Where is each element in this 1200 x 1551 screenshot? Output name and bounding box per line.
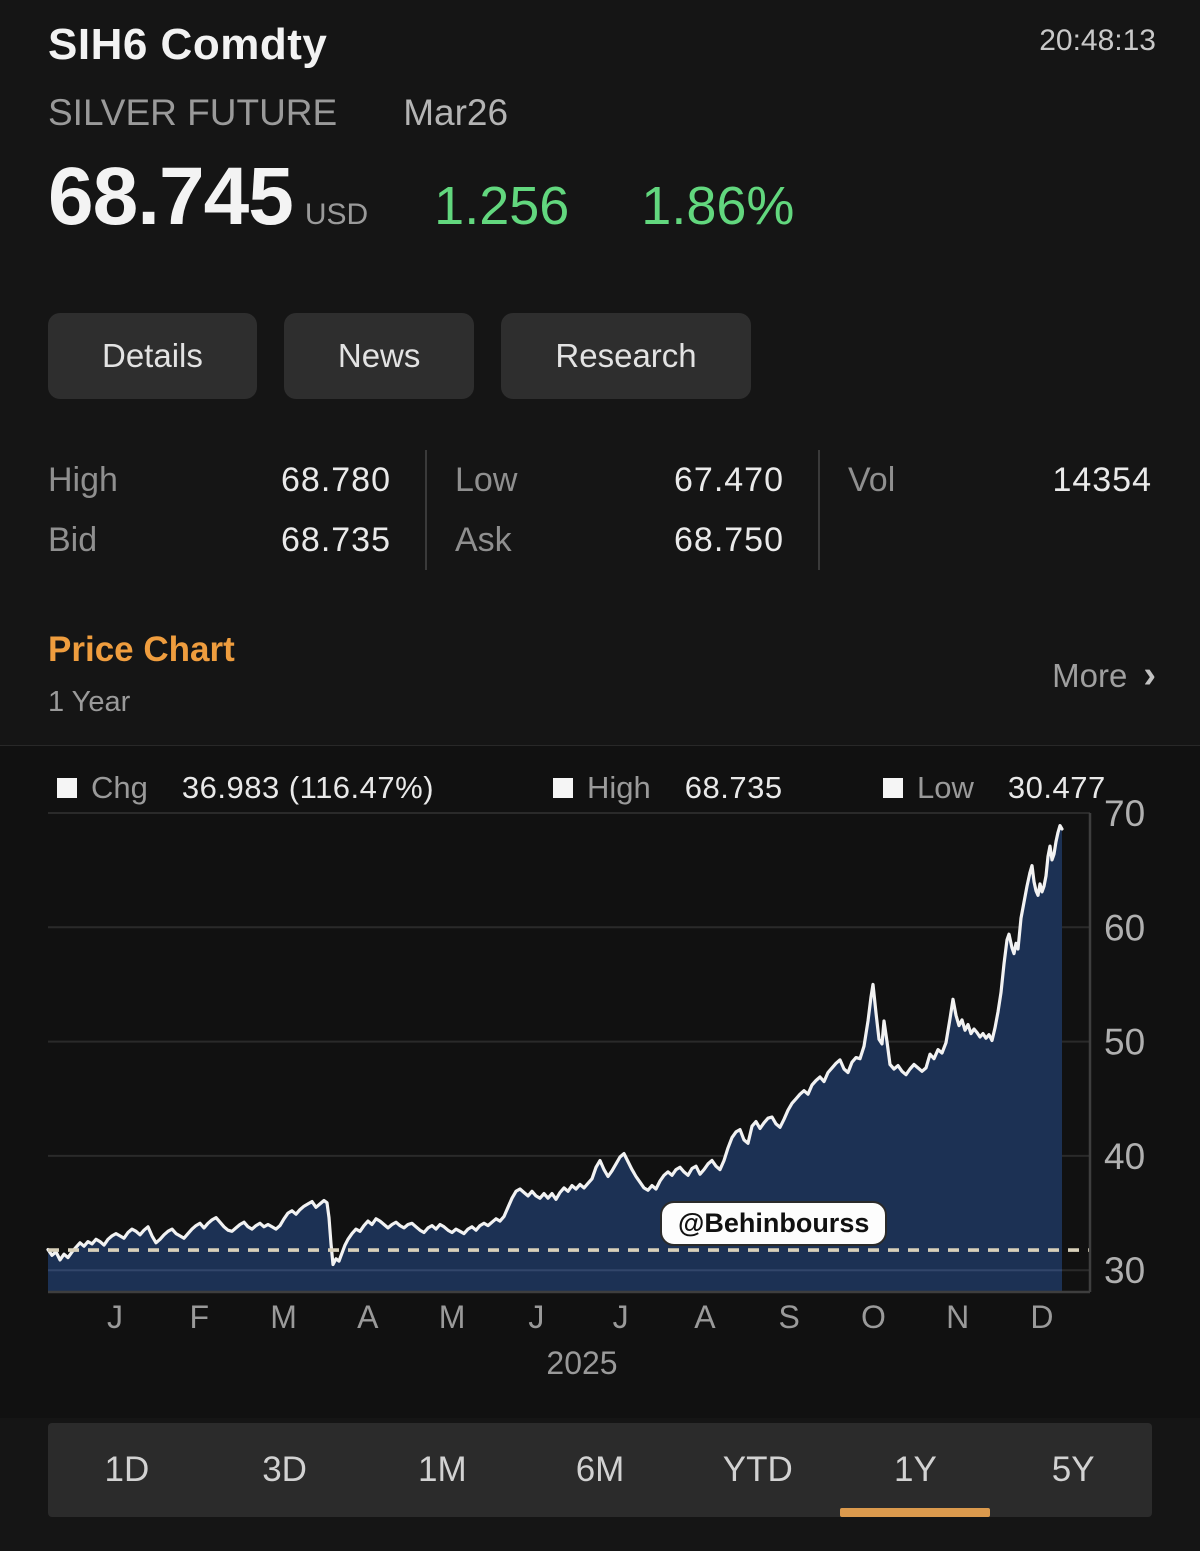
range-button-label: YTD xyxy=(722,1450,793,1489)
last-price: 68.745 xyxy=(48,151,294,242)
stat-value: 14354 xyxy=(1052,460,1152,499)
legend-swatch-icon xyxy=(553,778,573,798)
stat-bid: Bid 68.735 xyxy=(48,510,425,570)
range-button-label: 5Y xyxy=(1051,1450,1095,1489)
legend-label: High xyxy=(587,770,651,805)
stat-label: Low xyxy=(455,460,518,499)
x-axis-month-label: O xyxy=(861,1299,886,1335)
more-label: More xyxy=(1052,656,1128,694)
x-axis-month-label: D xyxy=(1030,1299,1053,1335)
price-change-percent: 1.86% xyxy=(641,176,795,236)
x-axis-month-label: A xyxy=(357,1299,379,1335)
time-range-bar: 1D 3D 1M 6M YTD 1Y 5Y xyxy=(48,1423,1152,1517)
price-row: 68.745 USD 1.256 1.86% xyxy=(48,150,794,244)
legend-item-high: High 68.735 xyxy=(553,770,783,806)
stat-value: 68.750 xyxy=(674,520,784,559)
price-chart-section-header: Price Chart 1 Year More › xyxy=(48,630,1156,719)
legend-value: 30.477 xyxy=(1007,770,1106,805)
price-chart-panel[interactable]: 70 60 50 40 30 J F M A M J J A S O N D 2025 Chg 36.983 (11… xyxy=(0,745,1200,1418)
price-line xyxy=(46,823,1064,1267)
x-axis-month-label: A xyxy=(694,1299,716,1335)
stat-ask: Ask 68.750 xyxy=(425,510,818,570)
stat-vol: Vol 14354 xyxy=(818,450,1152,510)
range-button-label: 1D xyxy=(104,1450,150,1489)
tab-news[interactable]: News xyxy=(283,313,475,399)
legend-label: Low xyxy=(917,770,974,805)
price-chart: 70 60 50 40 30 J F M A M J J A S O N D 2025 xyxy=(46,793,1145,1381)
stat-high: High 68.780 xyxy=(48,450,425,510)
x-axis-month-label: N xyxy=(946,1299,969,1335)
y-axis-tick-label: 60 xyxy=(1104,907,1145,948)
range-button-label: 1M xyxy=(417,1450,467,1489)
x-axis-month-label: J xyxy=(613,1299,629,1335)
range-button-3d[interactable]: 3D xyxy=(206,1423,364,1517)
x-axis-month-label: J xyxy=(107,1299,123,1335)
legend-value: 36.983 (116.47%) xyxy=(181,770,435,805)
range-button-5y[interactable]: 5Y xyxy=(994,1423,1152,1517)
range-button-label: 6M xyxy=(575,1450,625,1489)
legend-item-low: Low 30.477 xyxy=(883,770,1106,806)
chart-range-label: 1 Year xyxy=(48,686,131,718)
price-change: 1.256 xyxy=(434,176,570,236)
currency-label: USD xyxy=(304,198,369,231)
y-axis-tick-label: 70 xyxy=(1104,793,1145,834)
tab-bar: Details News Research xyxy=(48,313,751,399)
instrument-description: SILVER FUTURE xyxy=(48,92,338,133)
header: SIH6 Comdty 20:48:13 SILVER FUTURE Mar26 xyxy=(48,20,1156,134)
stat-value: 68.780 xyxy=(281,460,391,499)
contract-month: Mar26 xyxy=(403,92,509,133)
tab-details[interactable]: Details xyxy=(48,313,257,399)
section-title: Price Chart xyxy=(48,630,235,669)
chevron-right-icon: › xyxy=(1143,654,1156,696)
y-axis-tick-label: 40 xyxy=(1104,1136,1145,1177)
x-axis-month-label: S xyxy=(778,1299,799,1335)
legend-label: Chg xyxy=(91,770,148,805)
legend-swatch-icon xyxy=(883,778,903,798)
range-button-6m[interactable]: 6M xyxy=(521,1423,679,1517)
stat-label: High xyxy=(48,460,118,499)
tab-research[interactable]: Research xyxy=(501,313,751,399)
x-axis-month-label: M xyxy=(270,1299,297,1335)
instrument-title: SIH6 Comdty xyxy=(48,20,328,69)
watermark-badge: @Behinbourss xyxy=(660,1201,888,1246)
stat-label: Bid xyxy=(48,520,98,559)
stat-low: Low 67.470 xyxy=(425,450,818,510)
x-axis-month-label: F xyxy=(189,1299,209,1335)
active-range-underline xyxy=(840,1508,991,1517)
quote-stats: High 68.780 Low 67.470 Vol 14354 Bid 68.735 Ask 6… xyxy=(48,450,1152,570)
quote-time: 20:48:13 xyxy=(1039,24,1156,57)
stat-value: 67.470 xyxy=(674,460,784,499)
stat-label: Ask xyxy=(455,520,512,559)
stat-label: Vol xyxy=(848,460,896,499)
range-button-1y[interactable]: 1Y xyxy=(837,1423,995,1517)
legend-value: 68.735 xyxy=(684,770,783,805)
x-axis-month-label: M xyxy=(439,1299,466,1335)
stat-empty xyxy=(818,510,1152,570)
x-axis-month-label: J xyxy=(528,1299,544,1335)
x-axis-year-label: 2025 xyxy=(546,1345,617,1381)
range-button-label: 3D xyxy=(262,1450,307,1489)
stat-value: 68.735 xyxy=(281,520,391,559)
y-axis-tick-label: 30 xyxy=(1104,1250,1145,1291)
range-button-ytd[interactable]: YTD xyxy=(679,1423,837,1517)
price-area-fill xyxy=(48,825,1062,1292)
legend-item-chg: Chg 36.983 (116.47%) xyxy=(57,770,434,806)
range-button-1m[interactable]: 1M xyxy=(363,1423,521,1517)
more-button[interactable]: More › xyxy=(1052,654,1156,697)
range-button-label: 1Y xyxy=(894,1450,937,1489)
range-button-1d[interactable]: 1D xyxy=(48,1423,206,1517)
legend-swatch-icon xyxy=(57,778,77,798)
y-axis-tick-label: 50 xyxy=(1104,1022,1145,1063)
